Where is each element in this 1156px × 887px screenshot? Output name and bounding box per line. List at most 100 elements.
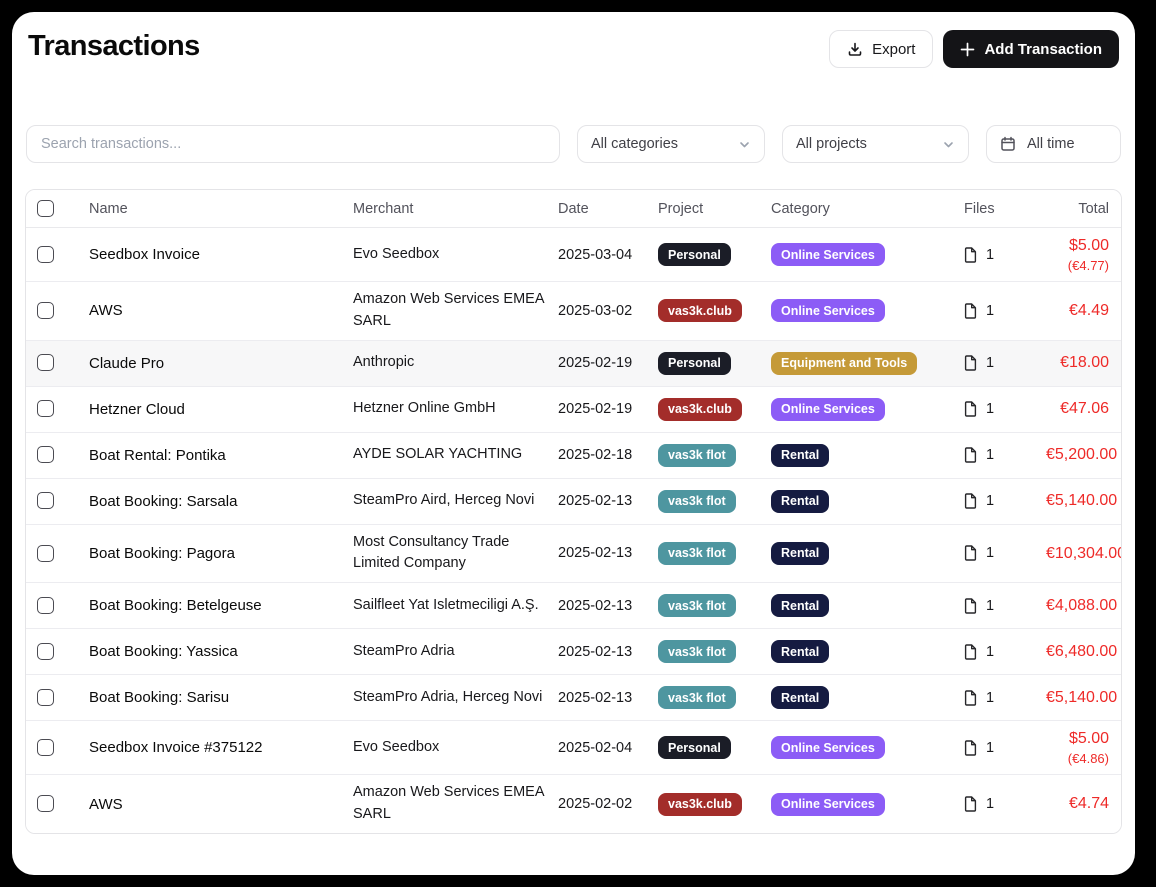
table-row[interactable]: Boat Booking: Sarisu SteamPro Adria, Her… <box>26 675 1121 722</box>
table-row[interactable]: Hetzner Cloud Hetzner Online GmbH 2025-0… <box>26 386 1121 433</box>
transaction-merchant: Anthropic <box>353 354 415 371</box>
row-checkbox[interactable] <box>37 738 54 756</box>
category-badge: Rental <box>771 594 830 618</box>
transaction-total: €18.00 <box>1060 354 1109 372</box>
table-row[interactable]: Boat Booking: Pagora Most Consultancy Tr… <box>26 524 1122 584</box>
transaction-total: €6,480.00 <box>1046 642 1118 660</box>
transaction-name: Seedbox Invoice <box>89 246 200 264</box>
add-transaction-button[interactable]: Add Transaction <box>943 30 1119 68</box>
filters-bar: All categories All projects All time <box>26 125 1121 163</box>
project-badge: Personal <box>658 243 731 267</box>
row-checkbox[interactable] <box>37 795 54 813</box>
transaction-date: 2025-03-02 <box>558 302 633 319</box>
row-checkbox[interactable] <box>37 302 54 320</box>
transaction-total: €10,304.00 <box>1046 544 1122 562</box>
row-checkbox[interactable] <box>37 688 54 706</box>
category-badge: Online Services <box>771 299 885 323</box>
export-button[interactable]: Export <box>829 30 934 68</box>
transaction-name: Hetzner Cloud <box>89 400 185 418</box>
row-checkbox[interactable] <box>37 446 54 464</box>
transaction-merchant: Sailfleet Yat Isletmeciligi A.Ş. <box>353 596 539 613</box>
files-count: 1 <box>986 545 995 562</box>
file-icon <box>964 796 977 812</box>
project-badge: vas3k.club <box>658 792 742 816</box>
transaction-name: Boat Rental: Pontika <box>89 446 226 464</box>
category-badge: Rental <box>771 443 830 467</box>
transaction-merchant: Amazon Web Services EMEA SARL <box>353 784 544 823</box>
table-row[interactable]: Boat Booking: Yassica SteamPro Adria 202… <box>26 629 1121 676</box>
total-cell: €18.00 <box>1046 352 1121 374</box>
transaction-date: 2025-02-13 <box>558 689 633 706</box>
file-icon <box>964 355 977 371</box>
file-icon <box>964 689 977 706</box>
category-badge: Rental <box>771 489 830 513</box>
category-badge: Rental <box>771 640 830 664</box>
row-checkbox[interactable] <box>37 245 54 263</box>
table-row[interactable]: Boat Booking: Sarsala SteamPro Aird, Her… <box>26 478 1121 525</box>
transaction-date: 2025-02-02 <box>558 796 633 813</box>
row-checkbox[interactable] <box>37 642 54 660</box>
chevron-down-icon <box>942 138 955 151</box>
files-cell: 1 <box>964 545 1046 561</box>
transaction-name: Seedbox Invoice #375122 <box>89 739 263 757</box>
date-range-select[interactable]: All time <box>986 125 1121 163</box>
select-all-checkbox[interactable] <box>37 200 54 217</box>
transaction-date: 2025-02-13 <box>558 545 633 562</box>
plus-icon <box>960 42 975 57</box>
project-badge: vas3k.club <box>658 397 742 421</box>
project-badge: vas3k flot <box>658 640 736 664</box>
transaction-merchant: Hetzner Online GmbH <box>353 400 496 417</box>
column-header-project: Project <box>658 200 704 217</box>
table-row[interactable]: Claude Pro Anthropic 2025-02-19 Personal… <box>26 340 1121 387</box>
row-checkbox[interactable] <box>37 400 54 418</box>
files-cell: 1 <box>964 247 1046 263</box>
files-count: 1 <box>986 597 995 614</box>
transaction-merchant: SteamPro Adria, Herceg Novi <box>353 688 543 705</box>
project-badge: vas3k flot <box>658 541 736 565</box>
column-header-merchant: Merchant <box>353 200 414 217</box>
categories-select[interactable]: All categories <box>577 125 765 163</box>
table-row[interactable]: Boat Booking: Betelgeuse Sailfleet Yat I… <box>26 583 1121 630</box>
transaction-total: €4.49 <box>1068 302 1109 320</box>
files-cell: 1 <box>964 303 1046 319</box>
transaction-name: AWS <box>89 795 123 813</box>
file-icon <box>964 597 977 614</box>
search-input[interactable] <box>26 125 560 163</box>
project-badge: vas3k flot <box>658 686 736 710</box>
project-badge: vas3k flot <box>658 443 736 467</box>
files-count: 1 <box>986 643 995 660</box>
table-row[interactable]: AWS Amazon Web Services EMEA SARL 2025-0… <box>26 775 1121 833</box>
page-header: Transactions Export Add Transaction <box>12 12 1135 68</box>
row-checkbox[interactable] <box>37 596 54 614</box>
table-row[interactable]: Seedbox Invoice #375122 Evo Seedbox 2025… <box>26 721 1121 776</box>
download-icon <box>847 41 863 57</box>
transaction-total: €47.06 <box>1060 400 1109 418</box>
transaction-merchant: AYDE SOLAR YACHTING <box>353 446 523 463</box>
total-cell: €10,304.00 <box>1046 543 1122 565</box>
file-icon <box>964 447 977 463</box>
projects-select[interactable]: All projects <box>782 125 969 163</box>
row-checkbox[interactable] <box>37 492 54 510</box>
files-count: 1 <box>986 401 995 418</box>
column-header-name: Name <box>89 200 128 217</box>
table-body: Seedbox Invoice Evo Seedbox 2025-03-04 P… <box>26 228 1121 833</box>
transaction-date: 2025-02-13 <box>558 643 633 660</box>
table-row[interactable]: Boat Rental: Pontika AYDE SOLAR YACHTING… <box>26 432 1121 479</box>
add-transaction-button-label: Add Transaction <box>984 40 1102 58</box>
row-checkbox[interactable] <box>37 354 54 372</box>
transaction-name: Boat Booking: Yassica <box>89 643 238 661</box>
header-actions: Export Add Transaction <box>829 30 1119 68</box>
table-row[interactable]: Seedbox Invoice Evo Seedbox 2025-03-04 P… <box>26 228 1121 283</box>
file-icon <box>964 401 977 417</box>
row-checkbox[interactable] <box>37 544 54 562</box>
transaction-merchant: Most Consultancy Trade Limited Company <box>353 533 510 572</box>
file-icon <box>964 493 977 509</box>
files-cell: 1 <box>964 690 1046 706</box>
files-cell: 1 <box>964 447 1046 463</box>
transaction-date: 2025-02-19 <box>558 401 633 418</box>
total-cell: €4,088.00 <box>1046 595 1121 617</box>
transaction-date: 2025-02-13 <box>558 597 633 614</box>
transaction-total: $5.00 <box>1068 237 1109 254</box>
table-row[interactable]: AWS Amazon Web Services EMEA SARL 2025-0… <box>26 282 1121 341</box>
total-cell: $5.00 (€4.77) <box>1046 235 1121 274</box>
